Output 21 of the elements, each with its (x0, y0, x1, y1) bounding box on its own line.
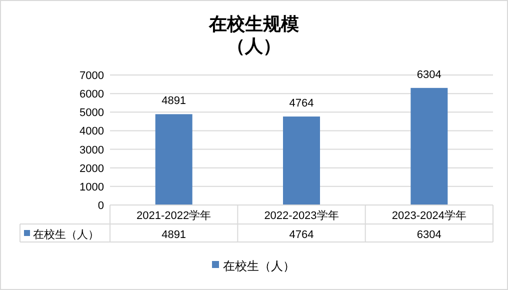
text: 4764 (289, 229, 314, 241)
y-tick-label: 4000 (80, 126, 104, 138)
data-label: 4891 (162, 95, 186, 108)
x-tick-label: 2021-2022学年 (136, 210, 212, 222)
y-tick-label: 6000 (80, 88, 104, 101)
data-label: 6304 (416, 68, 442, 81)
y-tick-label: 3000 (80, 144, 104, 156)
chart-title: 在校生规模 (208, 14, 299, 34)
text: 在校生（人） (33, 229, 99, 241)
x-tick-label: 2023-2024学年 (392, 210, 466, 222)
y-tick-label: 7000 (80, 70, 104, 82)
y-tick-label: 2000 (80, 162, 104, 175)
y-tick-label: 0 (98, 200, 104, 212)
x-tick-label: 2022-2023学年 (264, 210, 339, 222)
y-tick-label: 1000 (80, 181, 104, 194)
legend-label: 在校生（人） (223, 259, 295, 273)
y-tick-label: 5000 (80, 107, 104, 120)
data-label: 4764 (289, 98, 314, 110)
text: 6304 (416, 229, 442, 241)
text: 4891 (162, 229, 186, 241)
chart-subtitle: （人） (227, 36, 281, 56)
